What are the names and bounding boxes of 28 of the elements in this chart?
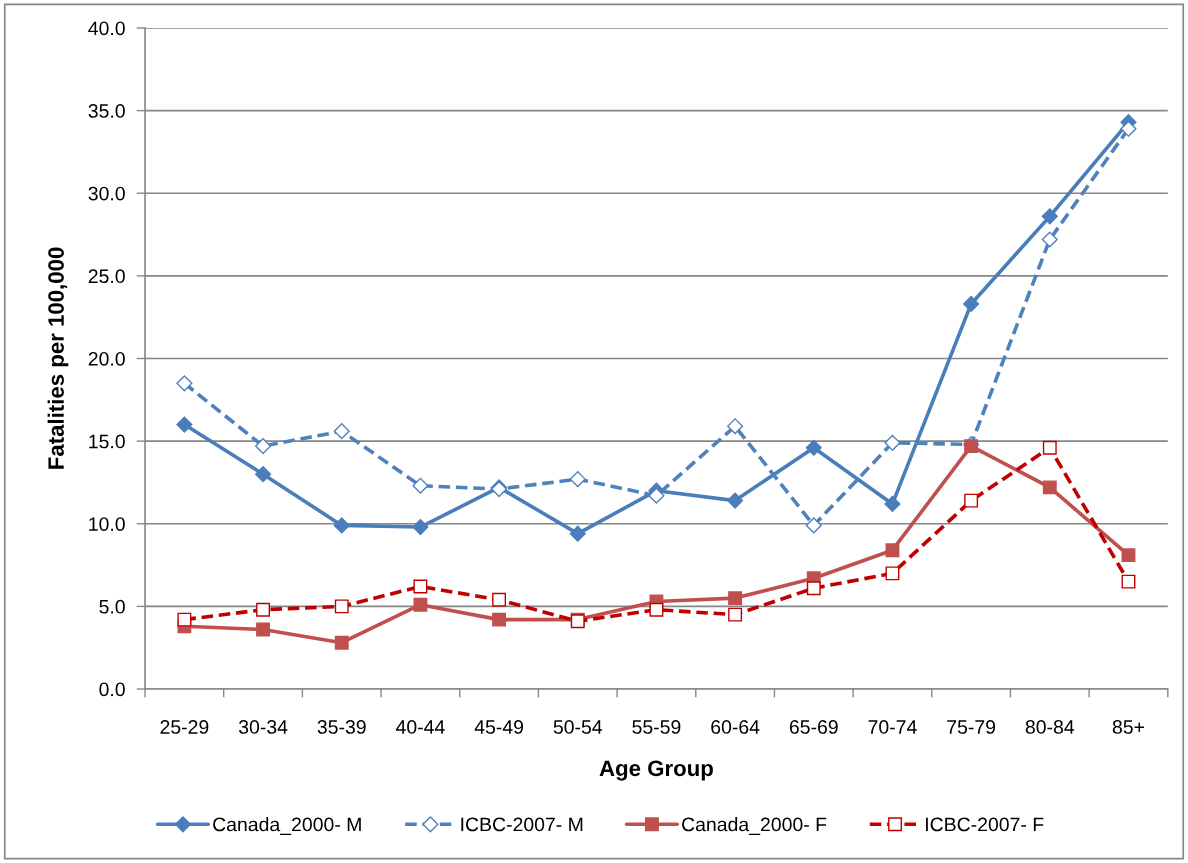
x-tick-label: 25-29 xyxy=(160,720,209,734)
x-tick-label: 85+ xyxy=(1112,720,1144,734)
x-tick-label: 65-69 xyxy=(789,720,838,734)
y-tick-label: 35.0 xyxy=(88,104,125,118)
y-tick-label: 25.0 xyxy=(88,269,125,284)
x-axis-title: Age Group xyxy=(599,760,713,781)
y-tick-label: 0.0 xyxy=(99,682,125,697)
legend-label: Canada_2000- M xyxy=(213,817,361,835)
legend-label: ICBC-2007- F xyxy=(926,817,1044,832)
y-tick-label: 40.0 xyxy=(88,21,125,36)
x-tick-label: 70-74 xyxy=(868,720,917,734)
x-tick-label: 30-34 xyxy=(238,720,288,734)
legend-label: ICBC-2007- M xyxy=(461,817,583,832)
x-tick-label: 60-64 xyxy=(711,720,760,734)
y-tick-label: 10.0 xyxy=(89,517,125,531)
x-tick-label: 40-44 xyxy=(395,720,445,734)
x-tick-label: 45-49 xyxy=(474,720,524,734)
legend-label: Canada_2000- F xyxy=(682,817,827,835)
x-tick-label: 80-84 xyxy=(1025,720,1075,734)
x-tick-label: 75-79 xyxy=(947,720,996,734)
x-tick-label: 55-59 xyxy=(632,720,681,734)
y-tick-label: 20.0 xyxy=(88,351,125,366)
y-tick-label: 30.0 xyxy=(88,186,125,201)
x-tick-label: 50-54 xyxy=(553,720,603,734)
x-tick-label: 35-39 xyxy=(317,720,366,734)
y-axis-title: Fatalities per 100,000 xyxy=(47,247,69,469)
y-tick-label: 5.0 xyxy=(99,599,125,614)
y-tick-label: 15.0 xyxy=(89,434,125,449)
